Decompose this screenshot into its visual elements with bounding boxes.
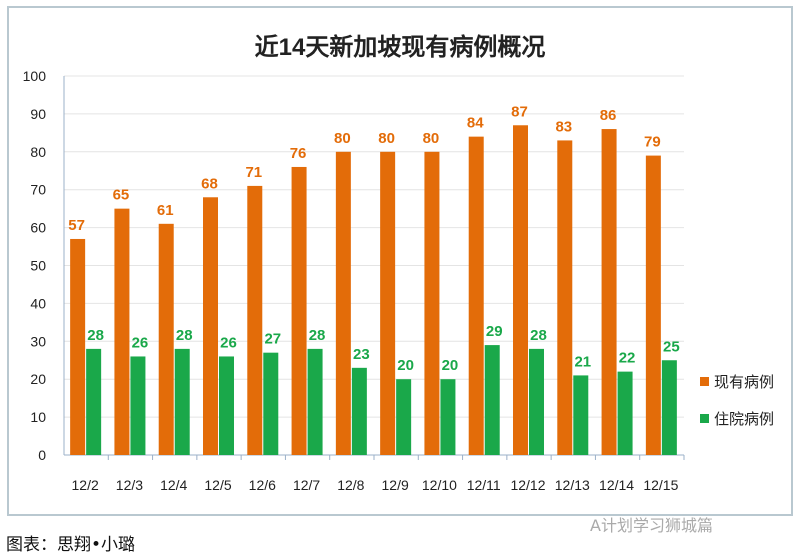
x-tick-label: 12/5 <box>204 477 231 493</box>
data-label: 86 <box>600 107 617 124</box>
bar-active <box>203 197 218 455</box>
x-tick-label: 12/7 <box>293 477 320 493</box>
data-label: 65 <box>113 187 130 204</box>
data-label: 61 <box>157 202 174 219</box>
data-label: 21 <box>574 353 591 370</box>
data-label: 76 <box>290 145 307 162</box>
data-label: 27 <box>264 331 281 348</box>
bar-hospitalized <box>440 379 456 455</box>
bar-active <box>513 125 528 456</box>
x-tick-label: 12/13 <box>555 477 590 493</box>
data-label: 84 <box>467 115 484 132</box>
data-label: 25 <box>663 338 680 355</box>
bar-hospitalized <box>307 348 323 455</box>
data-label: 68 <box>201 175 218 192</box>
data-label: 23 <box>353 346 370 363</box>
data-label: 80 <box>423 130 440 147</box>
bar-hospitalized <box>661 360 677 455</box>
data-label: 20 <box>442 357 459 374</box>
x-tick-label: 12/11 <box>467 477 501 493</box>
data-label: 22 <box>619 350 636 367</box>
bar-hospitalized <box>573 375 589 455</box>
x-tick-label: 12/6 <box>249 477 276 493</box>
chart-title: 近14天新加坡现有病例概况 <box>255 33 546 61</box>
data-label: 71 <box>245 164 262 181</box>
bar-hospitalized <box>351 367 367 455</box>
bar-active <box>247 185 263 455</box>
data-label: 57 <box>68 217 85 234</box>
data-label: 80 <box>334 130 351 147</box>
x-tick-label: 12/15 <box>643 477 678 493</box>
data-label: 28 <box>309 327 326 344</box>
data-label: 87 <box>511 103 528 120</box>
bar-active <box>70 238 86 455</box>
bar-active <box>645 155 661 455</box>
x-tick-label: 12/8 <box>337 477 364 493</box>
legend-label: 住院病例 <box>714 410 774 428</box>
y-tick-label: 30 <box>30 333 46 349</box>
bar-hospitalized <box>484 345 500 455</box>
bar-active <box>158 223 174 455</box>
bar-active <box>557 140 573 455</box>
x-tick-label: 12/3 <box>116 477 143 493</box>
x-tick-label: 12/14 <box>599 477 634 493</box>
data-label: 80 <box>378 130 395 147</box>
bar-active <box>335 151 351 456</box>
bar-hospitalized <box>617 371 633 455</box>
bar-chart: 近14天新加坡现有病例概况 57 28 65 26 61 28 68 26 71 27 76 28 80… <box>23 33 774 493</box>
data-label: 79 <box>644 134 661 151</box>
bar-active <box>291 166 307 455</box>
y-tick-label: 80 <box>30 144 46 160</box>
bar-hospitalized <box>263 352 279 455</box>
x-tick-label: 12/10 <box>422 477 457 493</box>
bar-active <box>601 129 617 455</box>
caption: 图表：思翔•小璐 <box>6 535 136 555</box>
data-label: 28 <box>530 327 547 344</box>
data-label: 29 <box>486 323 503 340</box>
x-tick-label: 12/9 <box>382 477 409 493</box>
watermark: A计划学习狮城篇 <box>590 516 713 535</box>
legend-label: 现有病例 <box>714 374 774 391</box>
bar-hospitalized <box>219 356 234 455</box>
data-label: 83 <box>555 118 572 135</box>
y-tick-label: 10 <box>30 409 46 425</box>
x-tick-label: 12/2 <box>72 477 99 493</box>
y-tick-label: 40 <box>30 295 46 311</box>
bar-active <box>468 136 484 455</box>
data-label: 20 <box>397 357 414 374</box>
data-label: 28 <box>176 327 193 344</box>
legend-swatch <box>700 414 709 423</box>
bar-hospitalized <box>174 348 190 455</box>
y-tick-label: 20 <box>30 371 46 387</box>
bar-active <box>424 151 440 456</box>
data-label: 26 <box>132 334 149 351</box>
bar-active <box>380 151 396 456</box>
y-tick-label: 90 <box>30 106 46 122</box>
y-tick-label: 0 <box>38 447 46 463</box>
y-tick-label: 100 <box>23 68 47 84</box>
y-tick-label: 50 <box>30 258 46 274</box>
bar-hospitalized <box>130 356 146 455</box>
legend-swatch <box>700 377 709 386</box>
bar-hospitalized <box>529 348 544 455</box>
data-label: 28 <box>87 327 104 344</box>
x-tick-label: 12/12 <box>510 477 545 493</box>
x-tick-label: 12/4 <box>160 477 187 493</box>
data-label: 26 <box>220 334 237 351</box>
bar-hospitalized <box>396 379 412 455</box>
bar-hospitalized <box>86 348 102 455</box>
bar-active <box>114 208 130 455</box>
y-tick-label: 70 <box>30 182 46 198</box>
y-tick-label: 60 <box>30 220 46 236</box>
